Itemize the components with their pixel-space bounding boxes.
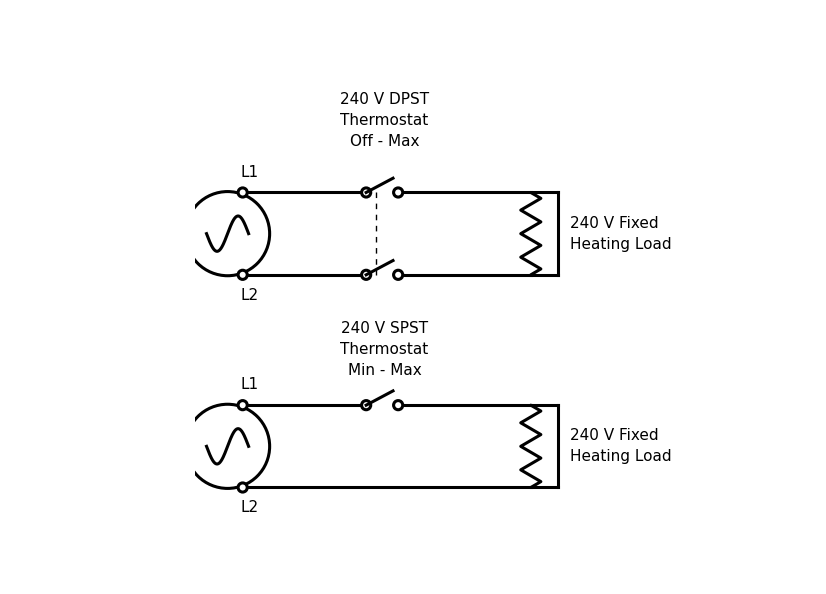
Circle shape <box>238 483 247 492</box>
Text: 240 V DPST
Thermostat
Off - Max: 240 V DPST Thermostat Off - Max <box>339 92 429 149</box>
Circle shape <box>394 400 403 410</box>
Circle shape <box>394 270 403 279</box>
Text: 240 V Fixed
Heating Load: 240 V Fixed Heating Load <box>570 428 672 465</box>
Circle shape <box>238 400 247 410</box>
Text: 240 V Fixed
Heating Load: 240 V Fixed Heating Load <box>570 216 672 252</box>
Text: L1: L1 <box>240 377 259 393</box>
Text: L1: L1 <box>240 165 259 179</box>
Circle shape <box>362 188 371 197</box>
Circle shape <box>362 270 371 279</box>
Text: L2: L2 <box>240 287 259 302</box>
Text: 240 V SPST
Thermostat
Min - Max: 240 V SPST Thermostat Min - Max <box>340 321 429 378</box>
Circle shape <box>238 188 247 197</box>
Circle shape <box>394 188 403 197</box>
Circle shape <box>238 270 247 279</box>
Circle shape <box>362 400 371 410</box>
Text: L2: L2 <box>240 500 259 516</box>
